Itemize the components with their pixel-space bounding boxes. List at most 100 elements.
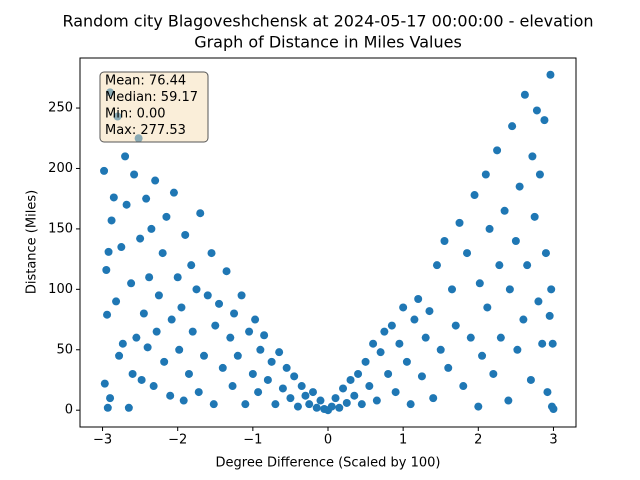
point (384, 369, 393, 378)
point (515, 182, 524, 191)
point (500, 206, 509, 215)
point (513, 345, 522, 354)
x-tick-label: 2 (474, 433, 482, 448)
point (187, 261, 196, 270)
point (369, 339, 378, 348)
point (160, 357, 169, 366)
point (103, 403, 112, 412)
point (417, 372, 426, 381)
point (346, 375, 355, 384)
point (312, 403, 321, 412)
point (541, 249, 550, 258)
point (245, 327, 254, 336)
point (380, 327, 389, 336)
point (147, 224, 156, 233)
point (100, 379, 109, 388)
point (530, 212, 539, 221)
point (115, 351, 124, 360)
point (142, 194, 151, 203)
point (470, 191, 479, 200)
y-tick-label: 100 (48, 282, 73, 297)
point (421, 333, 430, 342)
point (402, 357, 411, 366)
point (278, 384, 287, 393)
point (260, 331, 269, 340)
x-tick-label: 0 (324, 433, 332, 448)
y-tick-label: 200 (48, 161, 73, 176)
point (207, 249, 216, 258)
point (122, 200, 131, 209)
y-tick-label: 50 (56, 342, 73, 357)
point (127, 279, 136, 288)
point (493, 146, 502, 155)
stats-box (99, 71, 209, 143)
stats-line: Min: 0.00 (105, 107, 166, 122)
point (365, 382, 374, 391)
point (271, 400, 280, 409)
point (339, 384, 348, 393)
point (395, 339, 404, 348)
point (399, 303, 408, 312)
point (248, 369, 257, 378)
point (538, 339, 547, 348)
point (478, 351, 487, 360)
point (526, 375, 535, 384)
point (519, 315, 528, 324)
point (414, 295, 423, 304)
point (448, 285, 456, 294)
y-tick-label: 150 (48, 221, 73, 236)
point (286, 394, 295, 403)
point (548, 339, 557, 348)
point (549, 404, 558, 413)
point (143, 343, 152, 352)
point (342, 398, 351, 407)
point (241, 400, 250, 409)
point (226, 333, 235, 342)
point (104, 247, 113, 256)
point (436, 345, 445, 354)
point (481, 170, 490, 179)
point (103, 310, 112, 319)
point (254, 388, 263, 397)
point (540, 116, 549, 125)
point (361, 357, 370, 366)
point (132, 333, 141, 342)
point (308, 388, 317, 397)
point (511, 236, 520, 245)
point (316, 396, 325, 405)
point (489, 369, 498, 378)
point (495, 261, 504, 270)
point (432, 261, 441, 270)
point (483, 303, 492, 312)
point (545, 311, 554, 320)
point (297, 382, 306, 391)
point (331, 394, 340, 403)
point (301, 391, 310, 400)
point (222, 267, 231, 276)
point (100, 166, 109, 175)
point (532, 106, 541, 115)
y-tick-label: 0 (65, 403, 73, 418)
point (228, 382, 237, 391)
point (485, 224, 494, 233)
point (350, 391, 359, 400)
point (290, 372, 299, 381)
point (256, 345, 265, 354)
stats-line: Max: 277.53 (105, 123, 186, 138)
point (152, 327, 161, 336)
point (410, 315, 419, 324)
x-tick-label: −1 (243, 433, 262, 448)
stats-line: Median: 59.17 (105, 90, 198, 105)
x-tick-label: 1 (399, 433, 407, 448)
point (128, 369, 137, 378)
point (444, 363, 453, 372)
point (391, 388, 400, 397)
point (357, 400, 366, 409)
point (520, 90, 529, 99)
y-tick-label: 250 (48, 101, 73, 116)
point (137, 375, 146, 384)
point (372, 396, 381, 405)
point (188, 327, 197, 336)
point (534, 297, 543, 306)
